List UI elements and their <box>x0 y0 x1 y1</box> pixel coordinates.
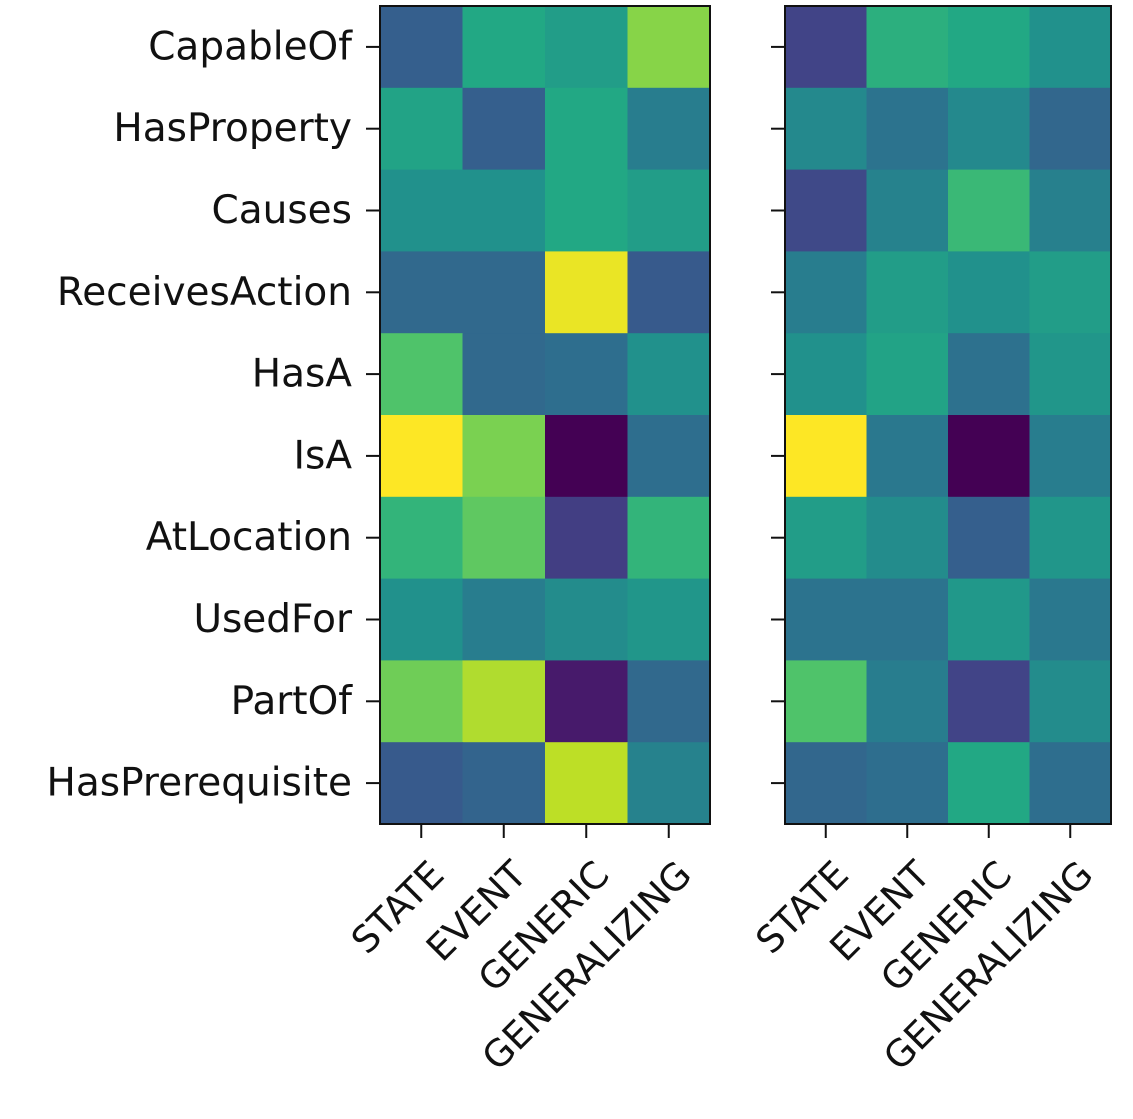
heatmap-cell-UsedFor-GENERALIZING <box>1029 578 1112 661</box>
heatmap-cell-UsedFor-STATE <box>380 578 464 661</box>
heatmap-cell-HasPrerequisite-STATE <box>785 742 868 825</box>
heatmap-cell-HasA-EVENT <box>462 333 546 416</box>
heatmap-cell-ReceivesAction-EVENT <box>866 251 949 334</box>
y-tick-label: HasA <box>252 352 353 397</box>
heatmap-cell-HasPrerequisite-EVENT <box>462 742 546 825</box>
heatmap-cell-AtLocation-EVENT <box>866 496 949 580</box>
y-tick-label: IsA <box>294 433 353 478</box>
heatmap-cell-CapableOf-GENERALIZING <box>1029 6 1112 89</box>
heatmap-cell-UsedFor-GENERALIZING <box>627 578 711 661</box>
heatmap-cell-HasProperty-GENERIC <box>948 87 1031 171</box>
heatmap-cell-AtLocation-GENERALIZING <box>1029 496 1112 580</box>
heatmap-cell-PartOf-STATE <box>380 660 464 743</box>
heatmap-cell-CapableOf-GENERIC <box>948 6 1031 89</box>
heatmap-cell-Causes-GENERIC <box>948 169 1031 252</box>
heatmap-cell-PartOf-EVENT <box>462 660 546 743</box>
heatmap-cell-HasA-GENERALIZING <box>627 333 711 416</box>
heatmap-cell-UsedFor-GENERIC <box>545 578 629 661</box>
y-tick-label: ReceivesAction <box>57 270 352 315</box>
heatmap-cell-HasProperty-GENERALIZING <box>627 87 711 171</box>
heatmap-cell-HasProperty-GENERIC <box>545 87 629 171</box>
heatmap-cell-IsA-EVENT <box>866 415 949 498</box>
heatmap-panel-1: CapableOf HasProperty Causes ReceivesAction… <box>47 5 711 1079</box>
heatmap-cell-PartOf-STATE <box>785 660 868 743</box>
heatmap-cell-Causes-STATE <box>785 169 868 252</box>
heatmap-cell-AtLocation-GENERIC <box>545 496 629 580</box>
heatmap-cell-ReceivesAction-GENERALIZING <box>627 251 711 334</box>
heatmap-cell-HasPrerequisite-GENERALIZING <box>627 742 711 825</box>
heatmap-cell-HasPrerequisite-STATE <box>380 742 464 825</box>
heatmap-cell-AtLocation-GENERALIZING <box>627 496 711 580</box>
heatmap-cell-HasA-GENERIC <box>948 333 1031 416</box>
heatmap-cell-ReceivesAction-STATE <box>380 251 464 334</box>
heatmap-cell-ReceivesAction-GENERIC <box>545 251 629 334</box>
heatmap-cell-AtLocation-GENERIC <box>948 496 1031 580</box>
plot-frame <box>379 5 711 825</box>
y-tick-label: HasProperty <box>113 106 352 151</box>
heatmap-cell-HasProperty-STATE <box>785 87 868 171</box>
y-tick-label: PartOf <box>231 679 354 724</box>
heatmap-cell-CapableOf-GENERIC <box>545 6 629 89</box>
heatmap-cell-IsA-STATE <box>785 415 868 498</box>
heatmap-cell-HasProperty-STATE <box>380 87 464 171</box>
y-tick-label: CapableOf <box>148 24 353 69</box>
y-tick-label: HasPrerequisite <box>47 761 352 806</box>
heatmap-cell-Causes-STATE <box>380 169 464 252</box>
heatmap-cell-Causes-EVENT <box>866 169 949 252</box>
heatmap-cell-CapableOf-EVENT <box>462 6 546 89</box>
heatmap-cell-HasPrerequisite-EVENT <box>866 742 949 825</box>
y-tick-label: AtLocation <box>146 515 352 560</box>
heatmap-cell-IsA-GENERALIZING <box>1029 415 1112 498</box>
heatmap-cell-HasA-STATE <box>785 333 868 416</box>
heatmap-cell-HasProperty-EVENT <box>866 87 949 171</box>
heatmap-cell-HasA-GENERALIZING <box>1029 333 1112 416</box>
y-tick-label: Causes <box>212 188 352 233</box>
heatmap-cell-CapableOf-EVENT <box>866 6 949 89</box>
heatmap-cell-ReceivesAction-GENERALIZING <box>1029 251 1112 334</box>
heatmap-cell-ReceivesAction-EVENT <box>462 251 546 334</box>
heatmap-cell-HasA-GENERIC <box>545 333 629 416</box>
heatmap-cell-HasProperty-GENERALIZING <box>1029 87 1112 171</box>
heatmap-cell-AtLocation-EVENT <box>462 496 546 580</box>
heatmap-cell-UsedFor-STATE <box>785 578 868 661</box>
heatmap-cell-IsA-STATE <box>380 415 464 498</box>
heatmap-cell-HasPrerequisite-GENERIC <box>948 742 1031 825</box>
heatmap-cell-Causes-GENERALIZING <box>1029 169 1112 252</box>
heatmap-cell-PartOf-GENERIC <box>545 660 629 743</box>
heatmap-cell-PartOf-EVENT <box>866 660 949 743</box>
heatmap-cell-AtLocation-STATE <box>380 496 464 580</box>
heatmap-cell-UsedFor-EVENT <box>866 578 949 661</box>
heatmap-cell-CapableOf-STATE <box>785 6 868 89</box>
heatmap-cell-Causes-GENERALIZING <box>627 169 711 252</box>
heatmap-cell-HasPrerequisite-GENERIC <box>545 742 629 825</box>
heatmap-cell-IsA-GENERALIZING <box>627 415 711 498</box>
y-tick-label: UsedFor <box>193 597 353 642</box>
heatmap-cell-ReceivesAction-GENERIC <box>948 251 1031 334</box>
heatmap-cell-AtLocation-STATE <box>785 496 868 580</box>
heatmap-cell-PartOf-GENERIC <box>948 660 1031 743</box>
heatmap-cell-HasPrerequisite-GENERALIZING <box>1029 742 1112 825</box>
heatmap-cell-HasA-EVENT <box>866 333 949 416</box>
heatmap-cell-HasProperty-EVENT <box>462 87 546 171</box>
heatmap-cell-PartOf-GENERALIZING <box>627 660 711 743</box>
heatmap-cell-Causes-EVENT <box>462 169 546 252</box>
plot-frame <box>784 5 1112 825</box>
heatmap-cell-ReceivesAction-STATE <box>785 251 868 334</box>
heatmap-cell-UsedFor-GENERIC <box>948 578 1031 661</box>
heatmap-cell-IsA-GENERIC <box>545 415 629 498</box>
heatmap-cell-UsedFor-EVENT <box>462 578 546 661</box>
heatmap-cell-PartOf-GENERALIZING <box>1029 660 1112 743</box>
heatmap-cell-HasA-STATE <box>380 333 464 416</box>
heatmap-cell-CapableOf-GENERALIZING <box>627 6 711 89</box>
heatmap-cell-IsA-GENERIC <box>948 415 1031 498</box>
heatmap-cell-Causes-GENERIC <box>545 169 629 252</box>
heatmap-cell-CapableOf-STATE <box>380 6 464 89</box>
heatmap-cell-IsA-EVENT <box>462 415 546 498</box>
